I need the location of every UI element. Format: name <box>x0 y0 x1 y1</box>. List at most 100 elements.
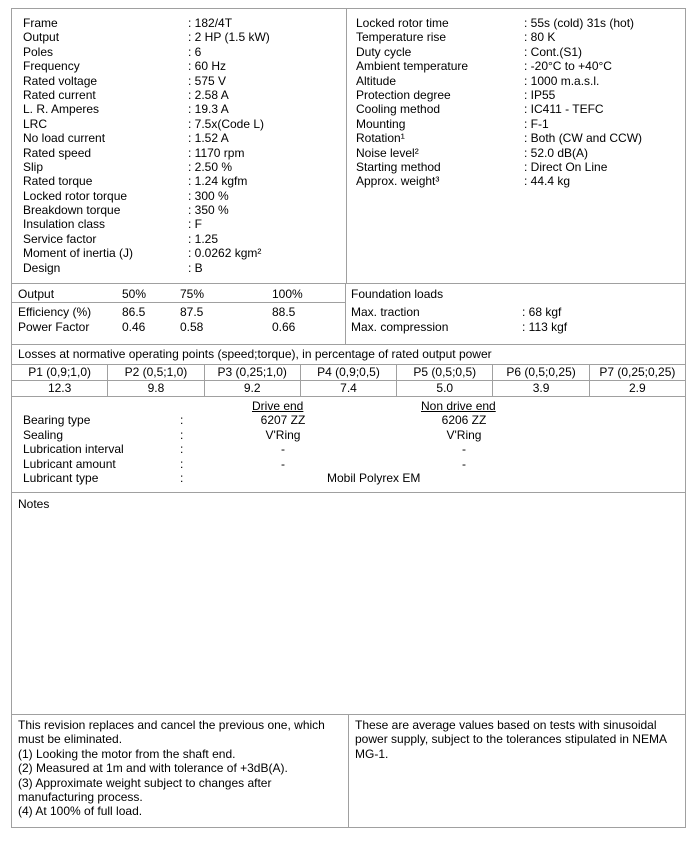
loss-header: P4 (0,9;0,5) <box>299 364 398 381</box>
spec-value: : 19.3 A <box>188 102 229 117</box>
loss-header: P6 (0,5;0,25) <box>492 364 590 381</box>
spec-value: : 1000 m.a.s.l. <box>524 73 600 88</box>
spec-row: Ambient temperature: -20°C to +40°C <box>356 59 642 73</box>
spec-row: Rotation¹ : Both (CW and CCW) <box>356 131 642 145</box>
performance-cell: 88.5 <box>272 305 296 319</box>
spec-value: : IC411 - TEFC <box>524 102 604 117</box>
spec-row: Insulation class: F <box>23 217 270 231</box>
spec-label: Rotation¹ <box>356 131 405 146</box>
performance-header: 75% <box>180 287 205 301</box>
spec-row: Protection degree : IP55 <box>356 88 642 102</box>
spec-label: Rated voltage <box>23 73 98 88</box>
spec-label: Frequency <box>23 59 80 74</box>
spec-value: : B <box>188 260 203 275</box>
footer-line: (2) Measured at 1m and with tolerance of… <box>18 761 288 776</box>
spec-label: Cooling method <box>356 102 441 117</box>
spec-row: Frequency: 60 Hz <box>23 59 270 73</box>
foundation-value: : 113 kgf <box>522 319 568 334</box>
spec-row: Rated voltage : 575 V <box>23 74 270 88</box>
spec-value: : -20°C to +40°C <box>524 59 612 74</box>
performance-cell: 0.66 <box>272 319 296 334</box>
divider <box>345 283 346 345</box>
spec-label: Duty cycle <box>356 44 412 59</box>
spec-label: Temperature rise <box>356 30 447 45</box>
performance-cell: 86.5 <box>122 305 146 319</box>
spec-value: : 575 V <box>188 73 227 88</box>
spec-row: Approx. weight³: 44.4 kg <box>356 174 642 188</box>
footer-line: These are average values based on tests … <box>355 718 657 732</box>
spec-row: Slip: 2.50 % <box>23 160 270 174</box>
spec-value: : 52.0 dB(A) <box>524 145 589 160</box>
spec-label: Locked rotor torque <box>23 188 128 203</box>
lubricant-type-value: Mobil Polyrex EM <box>327 471 421 485</box>
loss-header: P2 (0,5;1,0) <box>107 364 205 381</box>
foundation-value: : 68 kgf <box>522 305 562 319</box>
spec-label: Starting method <box>356 159 441 174</box>
spec-row: Service factor: 1.25 <box>23 232 270 246</box>
drive-end-value: - <box>281 456 285 471</box>
spec-value: : 1170 rpm <box>188 145 245 160</box>
foundation-title: Foundation loads <box>351 287 444 301</box>
spec-row: Altitude: 1000 m.a.s.l. <box>356 74 642 88</box>
spec-value: : Both (CW and CCW) <box>524 131 643 146</box>
spec-row: Poles: 6 <box>23 45 270 59</box>
bearing-label: Lubricant amount <box>23 456 116 471</box>
spec-row: Design: B <box>23 261 270 275</box>
spec-value: : 300 % <box>188 188 229 203</box>
spec-row: Rated speed : 1170 rpm <box>23 146 270 160</box>
performance-header: 100% <box>272 287 303 301</box>
divider <box>11 302 345 303</box>
footer-line: (3) Approximate weight subject to change… <box>18 775 272 790</box>
spec-row: Cooling method : IC411 - TEFC <box>356 102 642 116</box>
spec-row: Frame: 182/4T <box>23 16 270 30</box>
spec-row: Locked rotor torque : 300 % <box>23 189 270 203</box>
spec-value: : 1.24 kgfm <box>188 174 248 189</box>
loss-header: P3 (0,25;1,0) <box>203 364 301 381</box>
footer-line: power supply, subject to the tolerances … <box>355 732 667 747</box>
spec-value: : 2.58 A <box>188 87 229 102</box>
spec-value: : F <box>188 217 202 232</box>
loss-value: 5.0 <box>396 380 494 397</box>
spec-label: Rated torque <box>23 174 93 189</box>
spec-label: Slip <box>23 159 44 174</box>
loss-value: 3.9 <box>492 380 590 397</box>
spec-label: Frame <box>23 16 58 30</box>
spec-row: LRC : 7.5x(Code L) <box>23 117 270 131</box>
bearing-sep: : <box>180 456 184 471</box>
footer-line: must be eliminated. <box>18 732 123 747</box>
non-drive-end-value: - <box>462 442 466 456</box>
specs-right: Locked rotor time: 55s (cold) 31s (hot) T… <box>356 16 642 189</box>
loss-value: 9.2 <box>203 380 301 397</box>
spec-value: : 350 % <box>188 203 229 218</box>
footer-line: MG-1. <box>355 746 389 761</box>
spec-row: Noise level²: 52.0 dB(A) <box>356 146 642 160</box>
performance-cell: 0.58 <box>180 319 204 334</box>
drive-end-value: V'Ring <box>265 427 301 442</box>
spec-label: Output <box>23 30 60 45</box>
spec-value: : F-1 <box>524 116 549 131</box>
bearing-label: Sealing <box>23 427 64 442</box>
spec-row: Breakdown torque: 350 % <box>23 203 270 217</box>
spec-value: : 7.5x(Code L) <box>188 116 265 131</box>
spec-value: : 1.52 A <box>188 131 229 146</box>
spec-value: : IP55 <box>524 87 556 102</box>
drive-end-header: Drive end <box>252 399 304 413</box>
spec-label: Rated speed <box>23 145 92 160</box>
spec-label: Locked rotor time <box>356 16 449 30</box>
foundation-label: Max. compression <box>351 319 449 334</box>
spec-value: : 0.0262 kgm² <box>188 246 262 261</box>
spec-label: Protection degree <box>356 87 451 102</box>
footer-line: (4) At 100% of full load. <box>18 804 143 819</box>
bearing-label: Bearing type <box>23 413 91 427</box>
spec-label: Approx. weight³ <box>356 174 440 189</box>
spec-label: Poles <box>23 44 54 59</box>
loss-header: P1 (0,9;1,0) <box>10 364 109 381</box>
spec-value: : Direct On Line <box>524 159 608 174</box>
spec-row: Duty cycle : Cont.(S1) <box>356 45 642 59</box>
spec-row: No load current: 1.52 A <box>23 131 270 145</box>
footer-line: manufacturing process. <box>18 789 143 804</box>
spec-value: : Cont.(S1) <box>524 44 583 59</box>
divider <box>11 283 686 284</box>
bearing-label: Lubrication interval <box>23 442 124 456</box>
spec-label: LRC <box>23 116 48 131</box>
